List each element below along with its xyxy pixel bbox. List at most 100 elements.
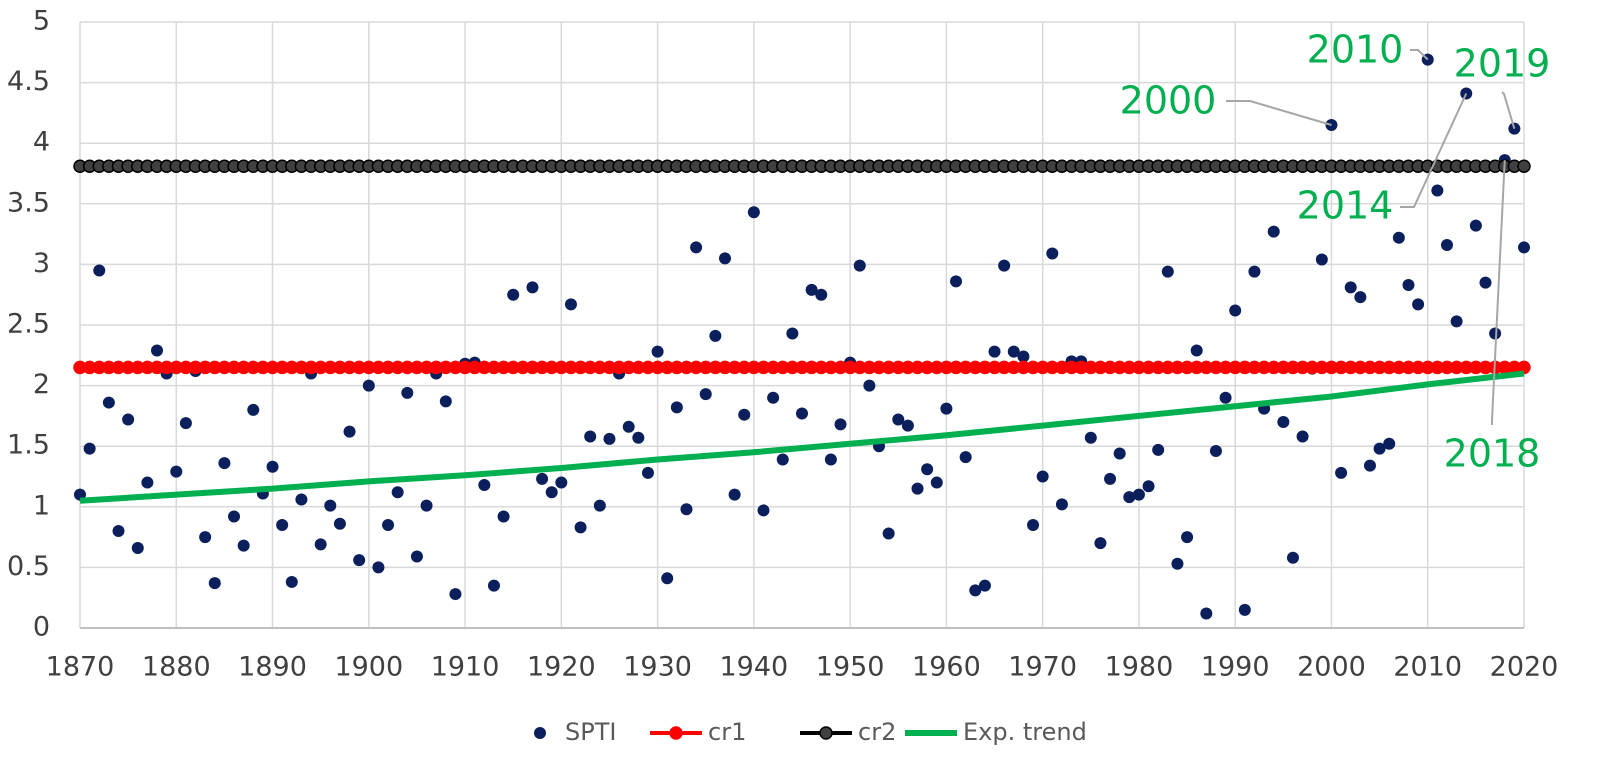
marker	[1450, 315, 1463, 328]
x-tick-label: 1960	[912, 652, 981, 683]
annotation: 2000	[1120, 79, 1217, 123]
marker	[584, 430, 597, 443]
leader-line	[1226, 100, 1332, 126]
marker	[1104, 472, 1117, 485]
marker	[295, 493, 308, 506]
marker	[1017, 350, 1030, 363]
marker	[1373, 442, 1386, 455]
marker	[1479, 276, 1492, 289]
marker	[776, 453, 789, 466]
x-tick-label: 1990	[1201, 652, 1270, 683]
marker	[1267, 225, 1280, 238]
x-tick-label: 1890	[238, 652, 307, 683]
marker	[382, 518, 395, 531]
marker	[372, 561, 385, 574]
marker	[690, 241, 703, 254]
marker	[439, 395, 452, 408]
marker	[1171, 557, 1184, 570]
marker	[834, 418, 847, 431]
marker	[353, 554, 366, 567]
marker	[998, 259, 1011, 272]
marker	[1181, 531, 1194, 544]
marker	[1489, 327, 1502, 340]
marker	[343, 425, 356, 438]
x-tick-label: 1880	[142, 652, 211, 683]
marker	[1412, 298, 1425, 311]
marker	[882, 527, 895, 540]
marker	[747, 206, 760, 219]
annotation: 2018	[1444, 432, 1541, 476]
x-tick-label: 2000	[1297, 652, 1366, 683]
marker	[1344, 281, 1357, 294]
marker	[950, 275, 963, 288]
leader-line	[1491, 160, 1506, 425]
marker	[1027, 518, 1040, 531]
marker	[815, 288, 828, 301]
marker	[151, 344, 164, 357]
y-tick-label: 3.5	[7, 187, 50, 218]
marker	[978, 579, 991, 592]
x-tick-label: 1940	[720, 652, 789, 683]
marker	[1335, 466, 1348, 479]
marker	[1046, 247, 1059, 260]
x-tick-label: 1930	[623, 652, 692, 683]
marker	[199, 531, 212, 544]
marker	[940, 402, 953, 415]
marker	[314, 538, 327, 551]
marker	[507, 288, 520, 301]
annotation: 2019	[1454, 42, 1551, 86]
legend-marker	[534, 727, 546, 739]
x-tick-label: 2020	[1490, 652, 1559, 683]
y-tick-label: 0	[33, 612, 50, 643]
marker	[680, 503, 693, 516]
marker	[218, 457, 231, 470]
marker	[1354, 291, 1367, 304]
marker	[122, 413, 135, 426]
marker	[767, 391, 780, 404]
marker	[988, 345, 1001, 358]
marker	[391, 486, 404, 499]
marker	[555, 476, 568, 489]
marker	[141, 476, 154, 489]
marker	[170, 465, 183, 478]
marker	[593, 499, 606, 512]
legend-label: cr1	[708, 718, 746, 746]
marker	[324, 499, 337, 512]
legend-marker	[819, 726, 833, 740]
marker	[738, 408, 751, 421]
marker	[603, 432, 616, 445]
x-tick-label: 1970	[1008, 652, 1077, 683]
marker	[1363, 459, 1376, 472]
marker	[362, 379, 375, 392]
marker	[1209, 445, 1222, 458]
leader-line	[1400, 93, 1468, 208]
y-tick-label: 4.5	[7, 66, 50, 97]
marker	[112, 525, 125, 538]
marker	[237, 539, 250, 552]
marker	[622, 420, 635, 433]
marker	[699, 388, 712, 401]
marker	[1036, 470, 1049, 483]
y-tick-label: 5	[33, 6, 50, 37]
marker	[824, 453, 837, 466]
legend-label: cr2	[858, 718, 896, 746]
x-tick-label: 1900	[334, 652, 403, 683]
marker	[1277, 415, 1290, 428]
marker	[83, 442, 96, 455]
marker	[930, 476, 943, 489]
marker	[179, 417, 192, 430]
marker	[969, 584, 982, 597]
y-tick-label: 4	[33, 127, 50, 158]
marker	[1152, 443, 1165, 456]
y-tick-label: 2.5	[7, 309, 50, 340]
x-tick-label: 1870	[46, 652, 115, 683]
marker	[796, 407, 808, 420]
marker	[1094, 537, 1107, 550]
marker	[1296, 430, 1309, 443]
marker	[1055, 498, 1068, 511]
x-tick-label: 2010	[1393, 652, 1462, 683]
marker	[1517, 159, 1531, 173]
marker	[1200, 607, 1213, 620]
marker	[410, 550, 423, 563]
